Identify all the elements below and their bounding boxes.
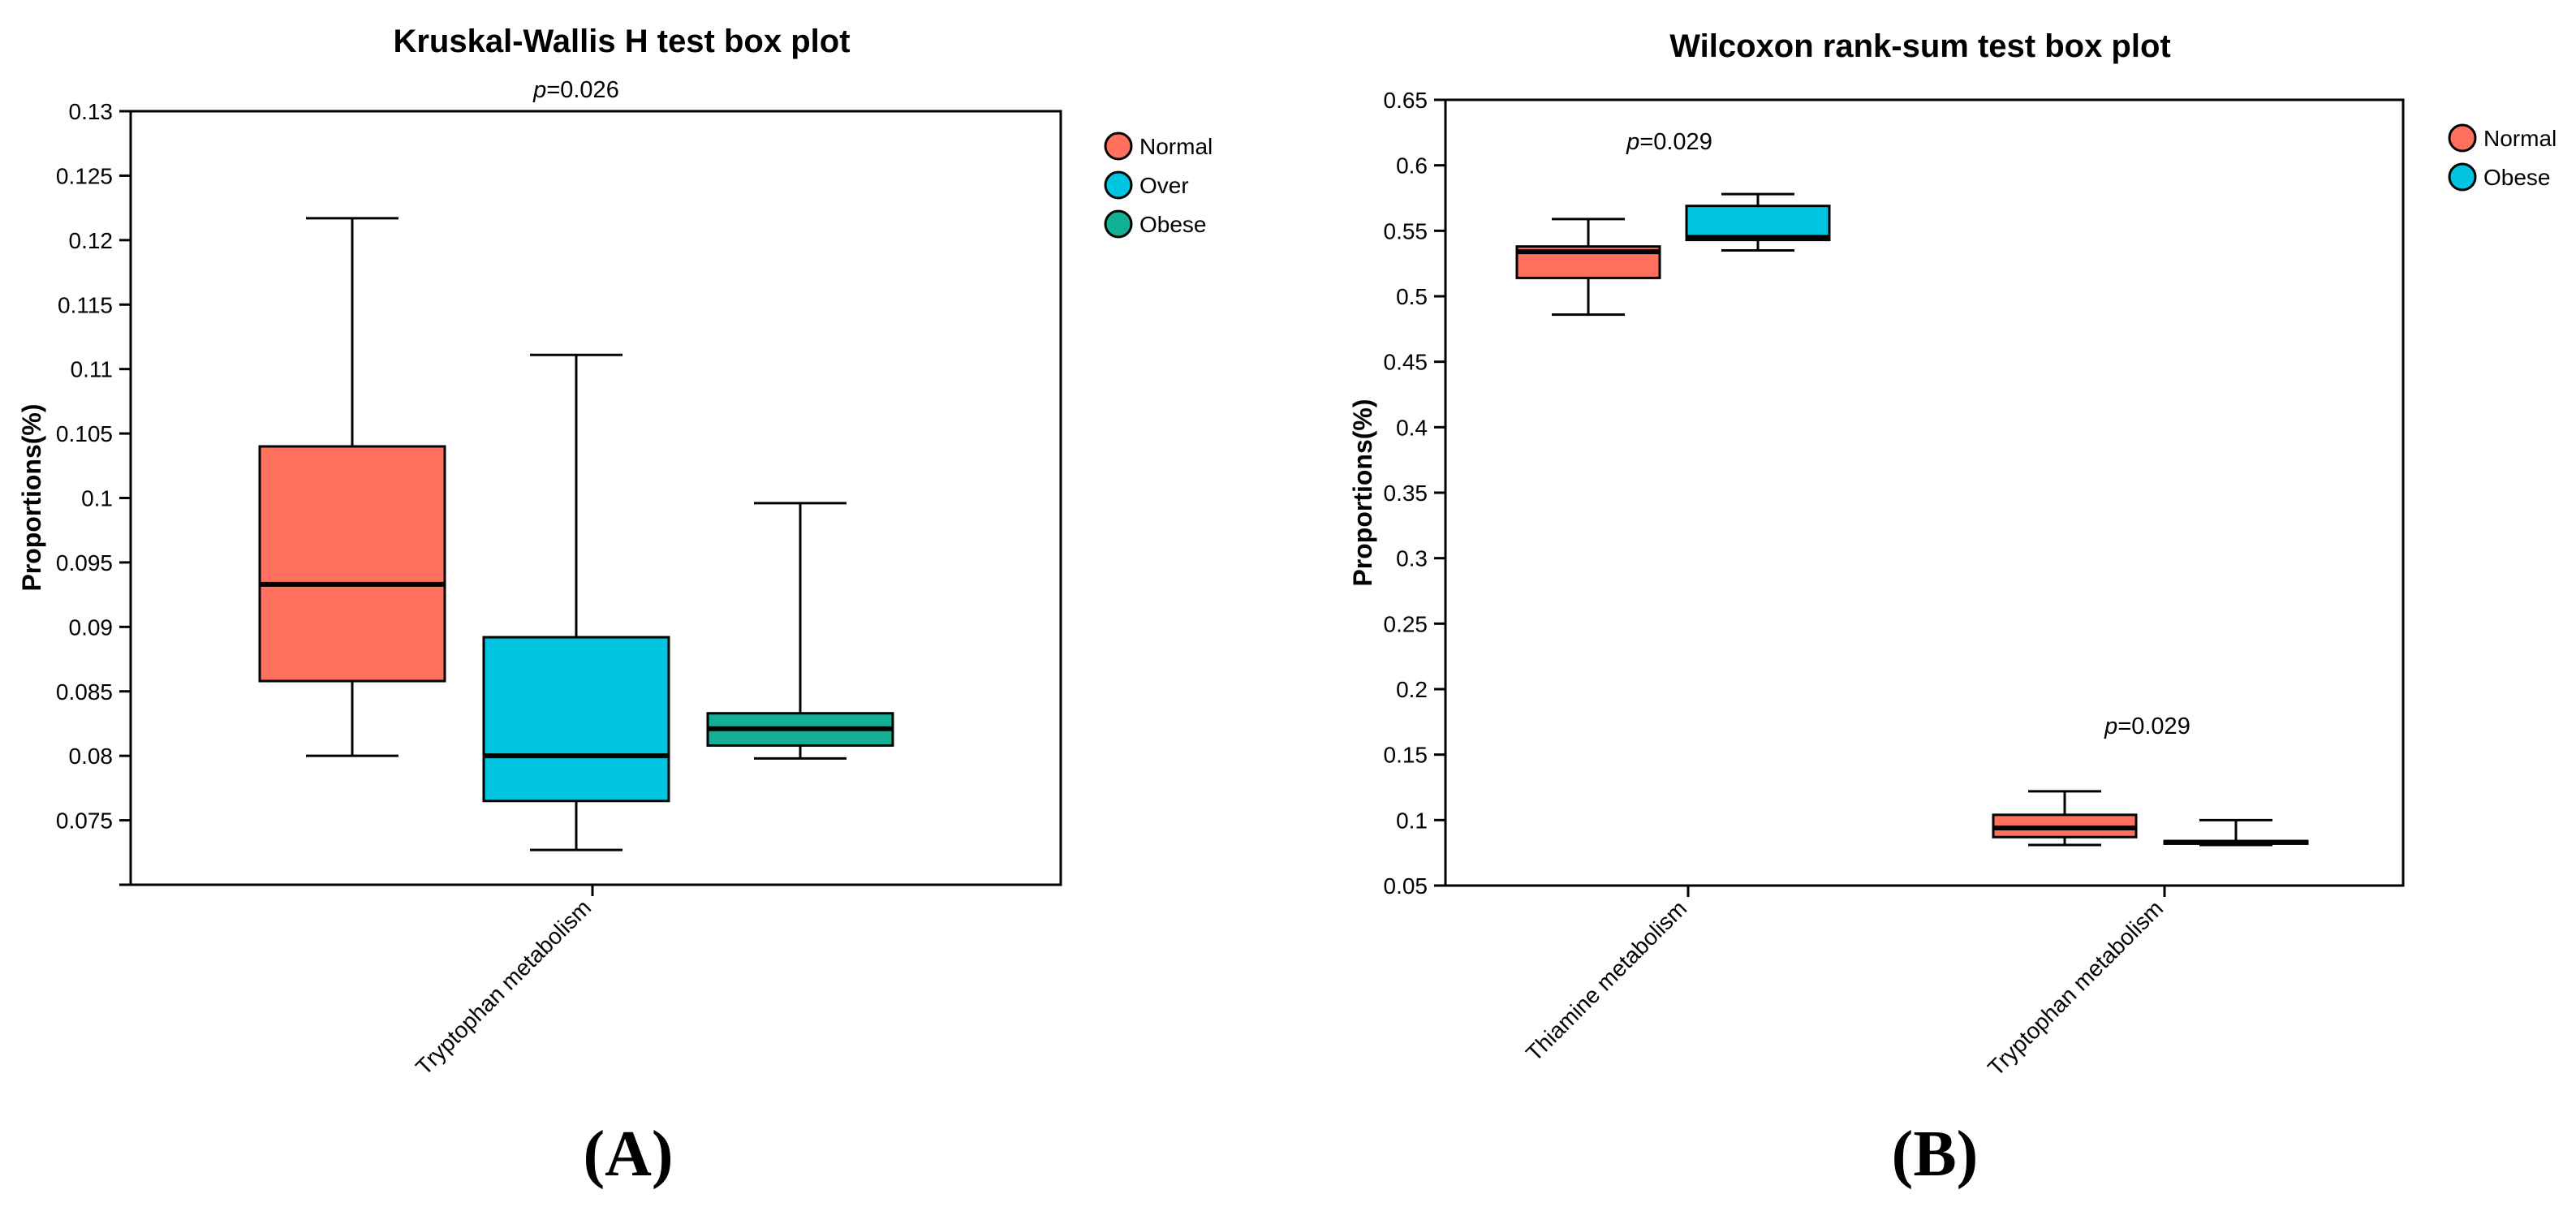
chart-a-y-tick-label: 0.075: [56, 808, 113, 834]
pvalue-value: =0.029: [1639, 129, 1712, 155]
legend-label: Normal: [2483, 126, 2557, 151]
chart-b-y-axis-label: Proportions(%): [1348, 399, 1377, 586]
pvalue-prefix: p: [2104, 713, 2117, 739]
chart-b-y-tick-label: 0.35: [1384, 481, 1428, 506]
chart-a-y-tick-label: 0.1: [81, 486, 113, 511]
chart-a-category-label: Tryptophan metabolism: [411, 894, 596, 1080]
chart-a-title: Kruskal-Wallis H test box plot: [393, 24, 850, 59]
chart-a-legend-item-over: Over: [1104, 170, 1189, 200]
legend-swatch: [2448, 162, 2477, 192]
chart-a-boxes: [258, 217, 894, 851]
chart-a-legend-item-obese: Obese: [1104, 209, 1207, 239]
chart-a-y-tick-label: 0.105: [56, 421, 113, 446]
chart-b-category-label: Tryptophan metabolism: [1983, 895, 2168, 1080]
chart-a-pvalue: p=0.026: [532, 77, 619, 103]
chart-a: Kruskal-Wallis H test box plot p=0.026 P…: [17, 24, 1213, 1190]
chart-b-pvalue: p=0.029: [1626, 129, 1712, 155]
chart-a-y-tick-label: 0.08: [69, 744, 114, 769]
chart-b-pvalue: p=0.029: [2104, 713, 2190, 739]
chart-a-y-axis-label: Proportions(%): [17, 403, 46, 591]
box-iqr: [258, 445, 446, 683]
chart-a-box-over: [482, 353, 670, 851]
box-iqr: [1685, 205, 1831, 242]
chart-b-y-tick-label: 0.2: [1396, 677, 1428, 702]
chart-b-y-tick-label: 0.25: [1384, 611, 1428, 636]
chart-b-y-tick-label: 0.65: [1384, 88, 1428, 113]
chart-b-y-tick-label: 0.3: [1396, 546, 1428, 571]
chart-b-boxes: [1515, 192, 2309, 847]
chart-b-y-tick-label: 0.6: [1396, 153, 1428, 179]
chart-a-y-tick-label: 0.12: [69, 228, 114, 253]
chart-b-category-label: Thiamine metabolism: [1521, 895, 1691, 1066]
chart-b-box-normal: [1992, 790, 2138, 847]
panel-label-a: (A): [583, 1119, 673, 1190]
legend-swatch: [1104, 131, 1133, 161]
chart-b-categories: Thiamine metabolism Tryptophan metabolism: [1521, 886, 2168, 1080]
chart-b-box-obese: [1685, 192, 1831, 252]
legend-label: Obese: [1139, 212, 1207, 237]
chart-a-box-normal: [258, 217, 446, 757]
chart-a-y-ticks: 0.075 0.08 0.085 0.09 0.095 0.1 0.105 0.11 0.115…: [56, 99, 131, 886]
legend-swatch: [1104, 170, 1133, 200]
legend-label: Normal: [1139, 134, 1213, 159]
chart-b-title: Wilcoxon rank-sum test box plot: [1669, 28, 2170, 64]
panel-label-b: (B): [1892, 1119, 1979, 1190]
chart-a-y-tick-label: 0.09: [69, 614, 114, 640]
chart-b-y-tick-label: 0.5: [1396, 284, 1428, 309]
chart-a-y-tick-label: 0.11: [71, 357, 113, 382]
chart-b-box-normal: [1515, 218, 1661, 317]
chart-b-y-tick-label: 0.45: [1384, 350, 1428, 375]
chart-b-y-ticks: 0.05 0.1 0.15 0.2 0.25 0.3 0.35 0.4 0.45 0.5 0.55 0…: [1384, 88, 1445, 899]
chart-b-legend: Normal Obese: [2448, 123, 2557, 192]
chart-a-box-obese: [706, 502, 894, 760]
chart-b-y-tick-label: 0.55: [1384, 218, 1428, 244]
chart-a-y-tick-label: 0.13: [69, 99, 114, 124]
legend-label: Over: [1139, 173, 1189, 198]
chart-a-legend-item-normal: Normal: [1104, 131, 1213, 161]
chart-a-legend: Normal Over Obese: [1104, 131, 1213, 239]
chart-b-y-tick-label: 0.05: [1384, 873, 1428, 899]
chart-a-y-tick-label: 0.095: [56, 550, 113, 575]
pvalue-prefix: p: [1626, 129, 1639, 155]
legend-swatch: [1104, 209, 1133, 239]
chart-a-pvalue-prefix: p: [532, 77, 546, 103]
chart-b-plot-frame: [1444, 98, 2405, 887]
chart-b-y-tick-label: 0.15: [1384, 743, 1428, 768]
legend-label: Obese: [2483, 165, 2551, 190]
chart-b-legend-item-obese: Obese: [2448, 162, 2551, 192]
legend-swatch: [2448, 123, 2477, 153]
chart-a-y-tick-label: 0.115: [58, 292, 113, 317]
pvalue-value: =0.029: [2117, 713, 2190, 739]
chart-b-box-obese: [2163, 818, 2309, 847]
chart-a-y-tick-label: 0.125: [56, 163, 113, 188]
chart-b-y-tick-label: 0.4: [1396, 415, 1428, 440]
chart-a-y-tick-label: 0.085: [56, 679, 113, 705]
box-iqr: [482, 636, 670, 803]
chart-a-categories: Tryptophan metabolism: [411, 885, 596, 1080]
chart-b: Wilcoxon rank-sum test box plot Proporti…: [1348, 28, 2557, 1190]
chart-a-pvalue-value: =0.026: [546, 77, 619, 103]
chart-b-y-tick-label: 0.1: [1396, 808, 1428, 833]
chart-b-legend-item-normal: Normal: [2448, 123, 2557, 153]
